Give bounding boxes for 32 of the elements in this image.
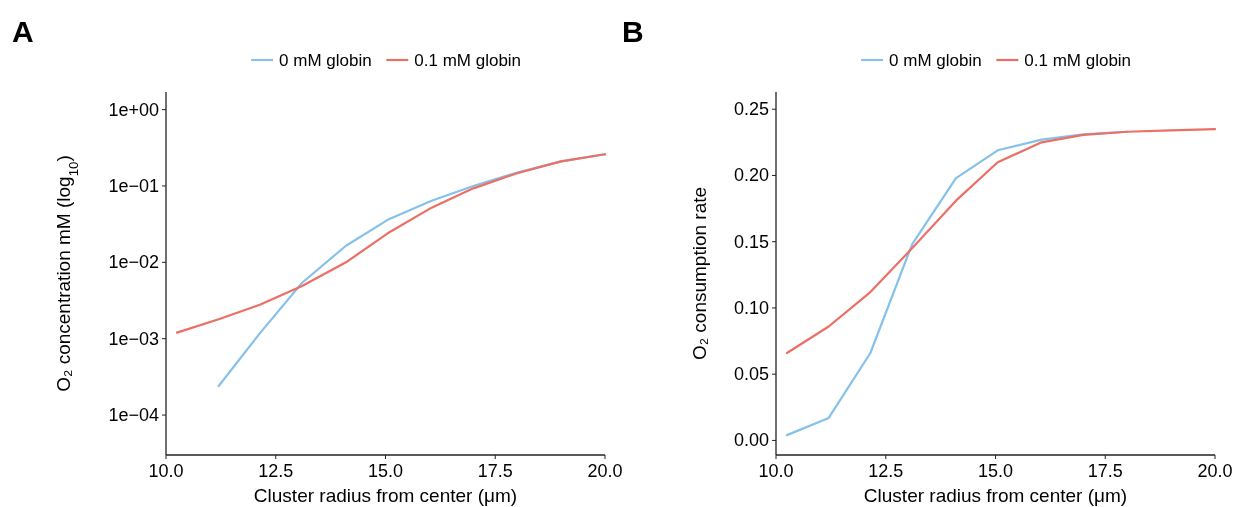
x-axis-title: Cluster radius from center (μm) bbox=[863, 485, 1128, 506]
x-tick-label: 17.5 bbox=[477, 461, 513, 481]
x-tick-label: 10.0 bbox=[148, 461, 184, 481]
x-tick-label: 17.5 bbox=[1087, 461, 1123, 481]
x-tick-label: 20.0 bbox=[1197, 461, 1233, 481]
y-tick-label: 1e+00 bbox=[108, 99, 159, 120]
line-series bbox=[785, 128, 1217, 355]
y-tick-label: 1e−04 bbox=[108, 405, 159, 426]
y-tick-label: 1e−02 bbox=[108, 252, 159, 273]
chart-title: B bbox=[622, 15, 644, 48]
y-tick-label: 1e−03 bbox=[108, 328, 159, 349]
y-tick-label: 0.20 bbox=[733, 165, 769, 186]
legend-label: 0 mM globin bbox=[279, 51, 372, 70]
legend-label: 0 mM globin bbox=[889, 51, 982, 70]
y-tick-label: 0.05 bbox=[733, 364, 769, 385]
y-tick-label: 0.10 bbox=[733, 297, 769, 318]
legend-label: 0.1 mM globin bbox=[1024, 51, 1132, 70]
x-tick-label: 15.0 bbox=[977, 461, 1014, 481]
x-axis-title: Cluster radius from center (μm) bbox=[253, 485, 518, 506]
y-tick-label: 0.00 bbox=[733, 430, 769, 451]
y-tick-label: 1e−01 bbox=[108, 175, 159, 196]
y-axis-title: O₂ consumption rate bbox=[689, 186, 710, 361]
line-series bbox=[175, 153, 607, 334]
legend-label: 0.1 mM globin bbox=[414, 51, 522, 70]
x-tick-label: 20.0 bbox=[587, 461, 623, 481]
x-tick-label: 10.0 bbox=[758, 461, 794, 481]
y-tick-label: 0.15 bbox=[733, 231, 769, 252]
chart-title: A bbox=[12, 15, 34, 48]
x-tick-label: 12.5 bbox=[868, 461, 904, 481]
x-tick-label: 15.0 bbox=[367, 461, 404, 481]
y-tick-label: 0.25 bbox=[733, 99, 769, 120]
x-tick-label: 12.5 bbox=[258, 461, 294, 481]
